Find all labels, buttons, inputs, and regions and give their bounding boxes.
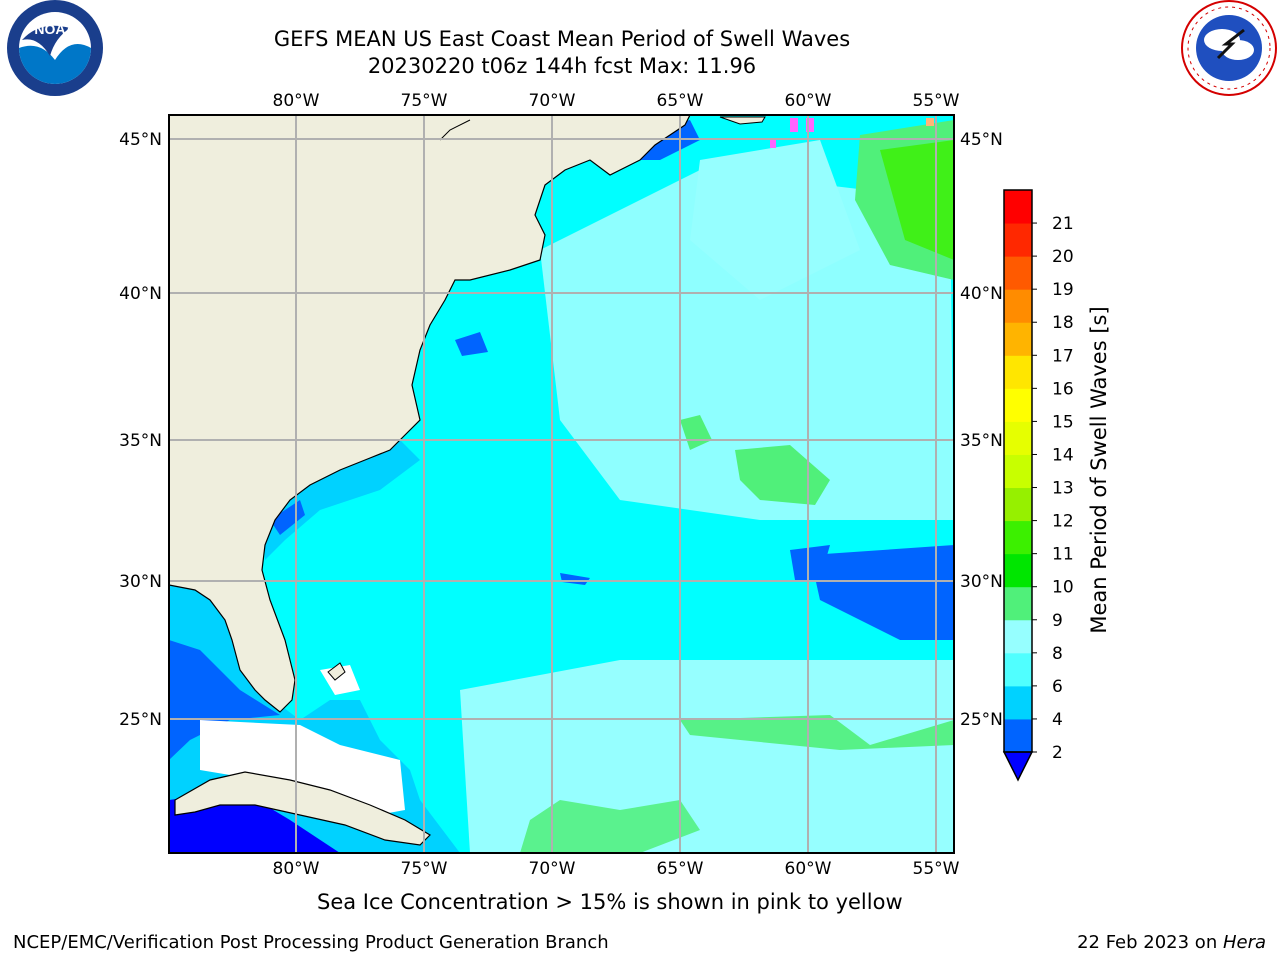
colorbar-tick-label: 20 bbox=[1052, 247, 1074, 267]
colorbar-frame bbox=[1003, 189, 1033, 753]
noaa-logo-text: NOAA bbox=[34, 21, 75, 37]
lat-label: 40°N bbox=[119, 284, 162, 304]
lon-label: 70°W bbox=[529, 91, 576, 111]
lat-label: 25°N bbox=[119, 710, 162, 730]
colorbar-extend-arrow bbox=[1002, 751, 1034, 782]
chart-subtitle: 20230220 t06z 144h fcst Max: 11.96 bbox=[367, 54, 757, 78]
lon-label: 75°W bbox=[401, 91, 448, 111]
colorbar-segment bbox=[1004, 652, 1032, 687]
colorbar-segment bbox=[1004, 388, 1032, 422]
colorbar-tick-label: 10 bbox=[1052, 578, 1074, 598]
chart-title: GEFS MEAN US East Coast Mean Period of S… bbox=[273, 27, 851, 51]
lon-label: 65°W bbox=[657, 859, 704, 879]
colorbar-segment bbox=[1004, 553, 1032, 588]
colorbar-tick-label: 13 bbox=[1052, 479, 1074, 499]
lat-label: 35°N bbox=[960, 431, 1003, 451]
lat-label: 30°N bbox=[119, 572, 162, 592]
colorbar-segment bbox=[1004, 289, 1032, 323]
colorbar-segment bbox=[1004, 322, 1032, 356]
cuba-land bbox=[174, 771, 431, 846]
noaa-logo: NOAA bbox=[7, 0, 103, 96]
lon-label: 75°W bbox=[401, 859, 448, 879]
lon-label: 55°W bbox=[913, 859, 960, 879]
colorbar-label: Mean Period of Swell Waves [s] bbox=[1087, 306, 1111, 633]
colorbar-segment bbox=[1004, 619, 1032, 654]
colorbar-segment bbox=[1004, 421, 1032, 455]
colorbar-segment bbox=[1004, 718, 1032, 753]
colorbar-segment bbox=[1004, 454, 1032, 489]
colorbar-tick-label: 9 bbox=[1052, 611, 1063, 631]
lat-label: 45°N bbox=[119, 130, 162, 150]
colorbar-segment bbox=[1004, 685, 1032, 720]
lat-label: 25°N bbox=[960, 710, 1003, 730]
colorbar-segment bbox=[1004, 586, 1032, 621]
lon-label: 60°W bbox=[785, 91, 832, 111]
lat-label: 40°N bbox=[960, 284, 1003, 304]
lon-label: 80°W bbox=[273, 859, 320, 879]
lat-label: 45°N bbox=[960, 130, 1003, 150]
lon-label: 65°W bbox=[657, 91, 704, 111]
lon-labels-bottom: 80°W 75°W 70°W 65°W 60°W 55°W bbox=[273, 859, 960, 879]
north-america-land bbox=[169, 115, 691, 713]
nws-logo bbox=[1181, 0, 1277, 96]
sea-ice-note: Sea Ice Concentration > 15% is shown in … bbox=[317, 890, 903, 914]
lat-label: 30°N bbox=[960, 572, 1003, 592]
colorbar-segment bbox=[1004, 355, 1032, 389]
colorbar-tick-label: 18 bbox=[1052, 313, 1074, 333]
colorbar-tick-label: 4 bbox=[1052, 710, 1063, 730]
footer-date: 22 Feb 2023 on Hera bbox=[1077, 932, 1266, 953]
colorbar-segment bbox=[1004, 190, 1032, 224]
lat-labels-left: 45°N 40°N 35°N 30°N 25°N bbox=[119, 130, 162, 730]
lon-labels-top: 80°W 75°W 70°W 65°W 60°W 55°W bbox=[273, 91, 960, 111]
swell-period-field bbox=[169, 115, 954, 853]
colorbar-tick-label: 14 bbox=[1052, 445, 1074, 465]
lat-labels-right: 45°N 40°N 35°N 30°N 25°N bbox=[960, 130, 1003, 730]
lon-label: 80°W bbox=[273, 91, 320, 111]
colorbar-segment bbox=[1004, 256, 1032, 290]
footer-host: Hera bbox=[1222, 932, 1266, 953]
colorbar: 2 4 6 8 9 10 11 12 13 14 15 16 17 18 19 20 21 bbox=[1002, 189, 1074, 782]
graticule bbox=[169, 115, 954, 853]
colorbar-tick-label: 15 bbox=[1052, 412, 1074, 432]
colorbar-tick-label: 8 bbox=[1052, 644, 1063, 664]
colorbar-tick-label: 16 bbox=[1052, 379, 1074, 399]
colorbar-tick-label: 12 bbox=[1052, 512, 1074, 532]
lat-label: 35°N bbox=[119, 431, 162, 451]
footer-date-text: 22 Feb 2023 on bbox=[1077, 932, 1223, 953]
no-data-region bbox=[200, 720, 405, 820]
lon-label: 60°W bbox=[785, 859, 832, 879]
colorbar-tick-label: 6 bbox=[1052, 677, 1063, 697]
colorbar-segment bbox=[1004, 487, 1032, 522]
colorbar-tick-label: 17 bbox=[1052, 346, 1074, 366]
colorbar-tick-label: 21 bbox=[1052, 214, 1074, 234]
colorbar-tick-label: 19 bbox=[1052, 280, 1074, 300]
colorbar-segment bbox=[1004, 520, 1032, 555]
colorbar-tick-label: 11 bbox=[1052, 545, 1074, 565]
colorbar-tick-label: 2 bbox=[1052, 743, 1063, 763]
map-frame bbox=[168, 114, 955, 854]
lon-label: 55°W bbox=[913, 91, 960, 111]
footer-credit: NCEP/EMC/Verification Post Processing Pr… bbox=[13, 932, 609, 953]
lon-label: 70°W bbox=[529, 859, 576, 879]
colorbar-segment bbox=[1004, 223, 1032, 257]
